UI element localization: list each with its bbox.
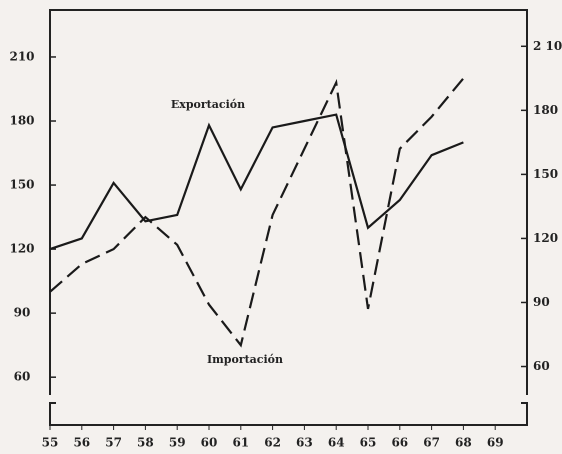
y-tick-label: 150: [9, 178, 34, 192]
y-tick-label: 180: [533, 103, 558, 117]
x-tick-label: 66: [391, 436, 408, 450]
x-tick-label: 63: [296, 436, 313, 450]
y-tick-label: 120: [533, 231, 558, 245]
y-tick-label: 210: [9, 49, 34, 63]
x-tick-label: 64: [328, 436, 345, 450]
y-tick-label: 90: [14, 306, 31, 320]
y-tick-label: 60: [14, 370, 31, 384]
x-tick-label: 68: [455, 436, 472, 450]
series-line: [49, 113, 464, 251]
series-label: Importación: [207, 353, 283, 366]
axis-break: [49, 402, 528, 426]
x-tick-label: 56: [73, 436, 90, 450]
x-tick-label: 57: [105, 436, 122, 450]
x-tick-label: 60: [201, 436, 218, 450]
x-tick-label: 61: [232, 436, 249, 450]
y-tick-label: 60: [533, 359, 550, 373]
axis-frame: [49, 9, 528, 395]
series-label: Exportación: [171, 98, 245, 111]
x-tick-label: 62: [264, 436, 281, 450]
y-tick-label: 180: [9, 114, 34, 128]
x-tick-label: 69: [487, 436, 504, 450]
x-tick-label: 67: [423, 436, 440, 450]
y-tick-label: 90: [533, 295, 550, 309]
y-tick-label: 150: [533, 167, 558, 181]
series-line: [49, 77, 465, 348]
y-tick-label: 120: [9, 242, 34, 256]
x-tick-label: 58: [137, 436, 154, 450]
x-tick-label: 55: [42, 436, 59, 450]
y-tick-label: 2 10: [533, 39, 562, 53]
x-tick-label: 65: [360, 436, 377, 450]
x-tick-label: 59: [169, 436, 186, 450]
